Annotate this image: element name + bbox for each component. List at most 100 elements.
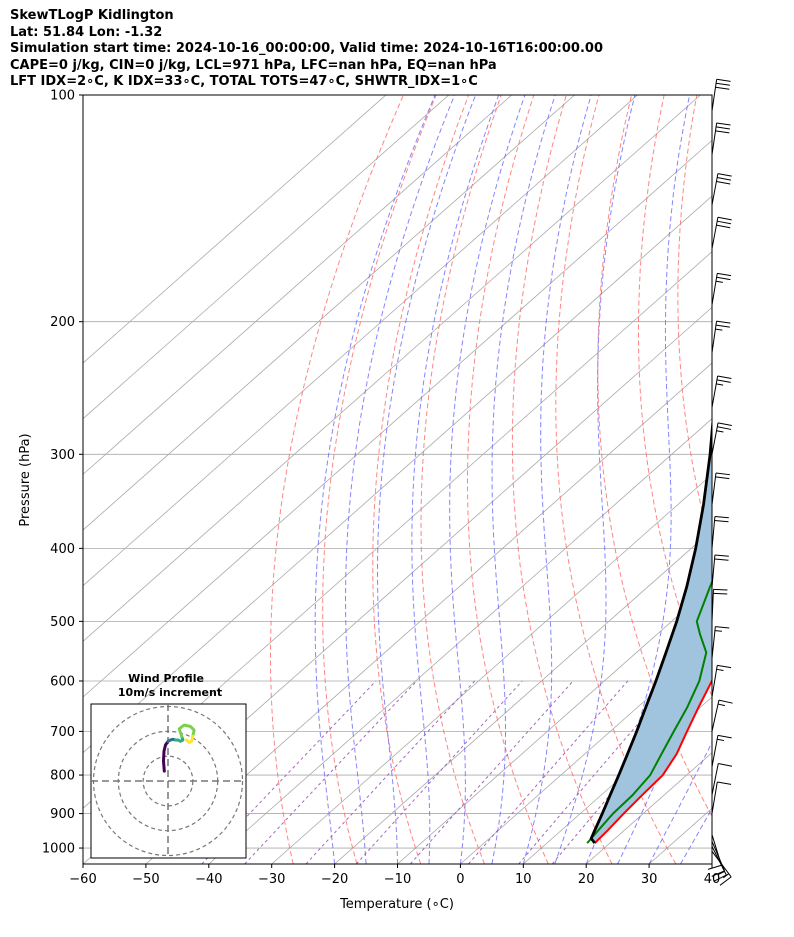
y-tick-label: 500	[50, 615, 75, 630]
dry-adiabat	[789, 95, 794, 864]
barb-feather	[719, 876, 732, 886]
x-tick-label: −20	[321, 872, 348, 887]
y-tick-label: 900	[50, 807, 75, 822]
cape-line: CAPE=0 j/kg, CIN=0 j/kg, LCL=971 hPa, LF…	[10, 57, 497, 73]
barb-staff	[711, 273, 718, 305]
wind-barb	[711, 320, 731, 353]
barb-staff	[711, 173, 719, 206]
hodograph-subtitle: 10m/s increment	[118, 686, 222, 699]
moist-adiabat	[491, 95, 556, 864]
x-tick-label: 10	[515, 872, 532, 887]
isotherm-line	[83, 95, 701, 642]
moist-adiabat	[411, 95, 500, 864]
x-tick-label: −50	[132, 872, 159, 887]
x-tick-label: −30	[258, 872, 285, 887]
barb-staff	[711, 321, 718, 353]
x-tick-label: −60	[69, 872, 96, 887]
barb-staff	[711, 122, 718, 155]
isotherm-line	[460, 640, 712, 864]
dry-adiabat	[677, 95, 712, 551]
barb-feather	[707, 864, 722, 870]
barb-feather	[717, 703, 726, 707]
barb-staff	[711, 700, 720, 732]
y-axis-label: Pressure (hPa)	[18, 433, 33, 526]
dry-adiabat	[597, 95, 712, 818]
hodograph-trace	[185, 734, 195, 744]
wind-barb	[711, 763, 733, 795]
barb-feather	[716, 82, 730, 86]
time-line: Simulation start time: 2024-10-16_00:00:…	[10, 41, 603, 56]
hodograph-title: Wind Profile	[128, 672, 204, 685]
barb-feather	[716, 379, 731, 383]
barb-feather	[718, 763, 733, 767]
mixing-ratio-line	[244, 680, 418, 864]
wind-barb	[711, 375, 732, 408]
moist-adiabat	[617, 639, 712, 864]
barb-feather	[717, 272, 732, 277]
barb-feather	[722, 873, 730, 879]
isotherm-line	[334, 529, 712, 864]
barb-feather	[714, 630, 722, 632]
barb-feather	[717, 422, 732, 427]
barb-staff	[711, 554, 716, 587]
barb-feather	[717, 173, 732, 177]
wind-barb	[711, 272, 732, 305]
barb-staff	[711, 217, 719, 249]
barb-feather	[717, 426, 732, 430]
wind-barb	[711, 173, 732, 206]
dry-adiabat	[638, 95, 712, 698]
barb-feather	[716, 276, 731, 281]
dry-adiabat	[372, 95, 470, 864]
barb-feather	[714, 554, 729, 557]
y-tick-label: 400	[50, 542, 75, 557]
barb-feather	[716, 430, 724, 433]
barb-feather	[715, 86, 730, 90]
barb-feather	[711, 870, 725, 877]
dry-adiabat	[511, 95, 613, 864]
barb-feather	[714, 558, 729, 561]
y-tick-label: 800	[50, 769, 75, 784]
x-axis-label: Temperature (∘C)	[339, 897, 454, 912]
wind-barb	[711, 122, 731, 155]
mixing-ratio-line	[468, 680, 629, 864]
barb-feather	[716, 126, 730, 130]
chart-header: SkewTLogP Kidlington Lat: 51.84 Lon: -1.…	[10, 8, 603, 91]
wind-barb	[711, 472, 730, 505]
dry-adiabat	[467, 95, 549, 864]
cape-cin-shading	[591, 432, 712, 844]
barb-feather	[718, 699, 733, 704]
mixing-ratio-line	[518, 680, 676, 864]
wind-barb	[711, 734, 732, 767]
x-tick-label: 40	[704, 872, 721, 887]
y-tick-label: 100	[50, 89, 75, 104]
barb-feather	[716, 668, 724, 671]
hodograph-inset: Wind Profile 10m/s increment	[90, 672, 247, 859]
y-tick-label: 1000	[42, 842, 75, 857]
axes: −60 −50 −40 −30 −20 −10 0 10 20 30 40 100 200 300 400 5…	[42, 89, 720, 888]
barb-feather	[717, 177, 732, 181]
barb-feather	[716, 320, 731, 324]
barb-feather	[715, 476, 730, 480]
wind-barb	[711, 516, 729, 549]
barb-feather	[715, 328, 723, 331]
barb-staff	[711, 422, 719, 455]
barb-staff	[711, 763, 719, 795]
barb-feather	[717, 216, 732, 221]
dry-adiabat	[270, 95, 404, 864]
barb-staff	[711, 626, 716, 659]
isotherm-line	[711, 863, 712, 864]
barb-staff	[711, 79, 718, 112]
x-tick-label: 30	[641, 872, 658, 887]
moist-adiabat	[377, 95, 477, 864]
moist-adiabat	[449, 95, 526, 864]
isotherm-line	[83, 95, 387, 364]
barb-feather	[713, 874, 727, 882]
moist-adiabat	[680, 807, 712, 864]
x-tick-label: −40	[195, 872, 222, 887]
barb-staff	[711, 735, 719, 767]
mixing-ratio-line	[305, 680, 476, 864]
moist-adiabat	[648, 741, 712, 864]
moist-adiabat	[345, 95, 456, 864]
isotherm-line	[83, 95, 638, 587]
